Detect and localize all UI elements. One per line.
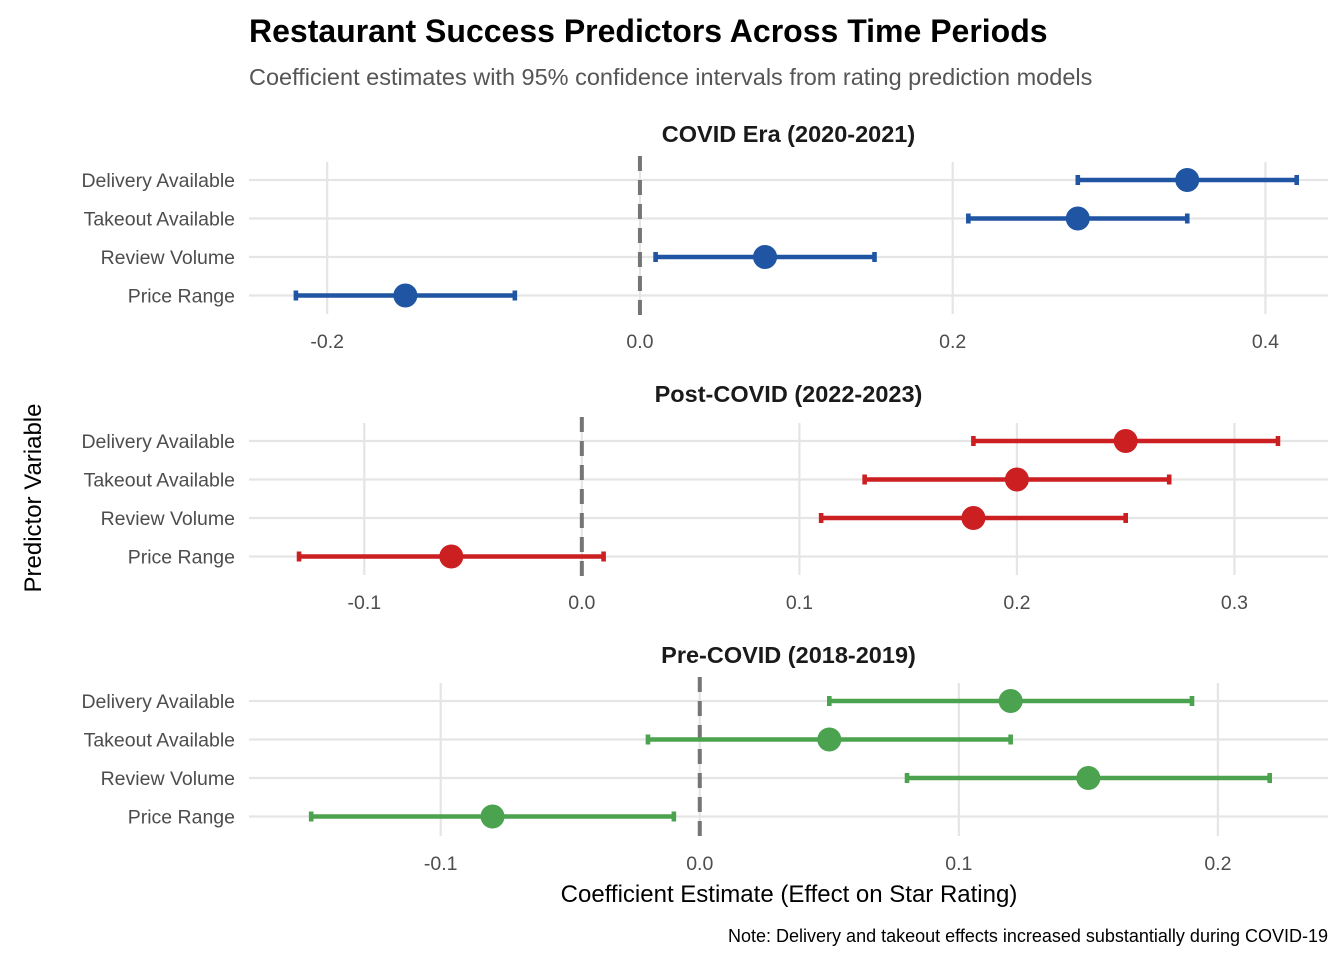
panel-1: COVID Era (2020-2021) -0.2 0.0 0.2 0.4 Delive… — [81, 121, 1328, 353]
estimate-point — [1004, 467, 1029, 492]
panel-title: COVID Era (2020-2021) — [662, 121, 915, 147]
x-tick-label: 0.2 — [1003, 592, 1030, 614]
estimate-point — [439, 544, 464, 569]
panel-3: Pre-COVID (2018-2019) -0.1 0.0 0.1 0.2 Delive… — [81, 642, 1328, 875]
y-category-label: Review Volume — [101, 768, 235, 790]
chart-caption: Note: Delivery and takeout effects incre… — [728, 926, 1328, 946]
panel-title: Post-COVID (2022-2023) — [655, 381, 923, 407]
chart-subtitle: Coefficient estimates with 95% confidenc… — [249, 64, 1092, 90]
y-category-label: Delivery Available — [81, 691, 235, 713]
x-tick-label: 0.2 — [939, 331, 966, 353]
y-category-label: Delivery Available — [81, 170, 235, 192]
y-category-label: Review Volume — [101, 508, 235, 530]
estimate-point — [817, 727, 842, 752]
x-tick-label: 0.2 — [1204, 853, 1231, 875]
estimate-point — [1113, 429, 1138, 453]
estimate-point — [961, 506, 986, 530]
estimate-point — [480, 804, 505, 829]
x-tick-label: -0.1 — [347, 592, 381, 614]
y-category-label: Price Range — [128, 286, 235, 308]
panel-2: Post-COVID (2022-2023) -0.1 0.0 0.1 0.2 0.3 De… — [81, 381, 1328, 614]
x-tick-label: 0.3 — [1221, 592, 1248, 614]
y-category-label: Price Range — [128, 547, 235, 569]
x-tick-label: -0.2 — [310, 331, 344, 353]
facet-panels: COVID Era (2020-2021) -0.2 0.0 0.2 0.4 Delive… — [81, 121, 1328, 875]
y-category-label: Takeout Available — [84, 209, 235, 231]
y-category-label: Review Volume — [101, 247, 235, 269]
estimate-point — [1175, 168, 1200, 192]
estimate-point — [1065, 206, 1090, 231]
y-axis-title: Predictor Variable — [20, 404, 47, 593]
x-tick-label: 0.1 — [786, 592, 813, 614]
panel-title: Pre-COVID (2018-2019) — [661, 642, 916, 668]
y-category-label: Delivery Available — [81, 431, 235, 453]
y-category-label: Takeout Available — [84, 730, 235, 752]
x-tick-label: 0.4 — [1252, 331, 1279, 353]
estimate-point — [393, 283, 418, 308]
y-category-label: Takeout Available — [84, 470, 235, 492]
estimate-point — [998, 689, 1023, 713]
y-category-label: Price Range — [128, 807, 235, 829]
estimate-point — [753, 245, 778, 269]
chart-title: Restaurant Success Predictors Across Tim… — [249, 13, 1048, 49]
estimate-point — [1076, 766, 1101, 790]
x-tick-label: 0.0 — [626, 331, 653, 353]
x-tick-label: -0.1 — [424, 853, 458, 875]
x-tick-label: 0.1 — [945, 853, 972, 875]
x-tick-label: 0.0 — [686, 853, 713, 875]
x-tick-label: 0.0 — [568, 592, 595, 614]
x-axis-title: Coefficient Estimate (Effect on Star Rat… — [561, 881, 1018, 908]
